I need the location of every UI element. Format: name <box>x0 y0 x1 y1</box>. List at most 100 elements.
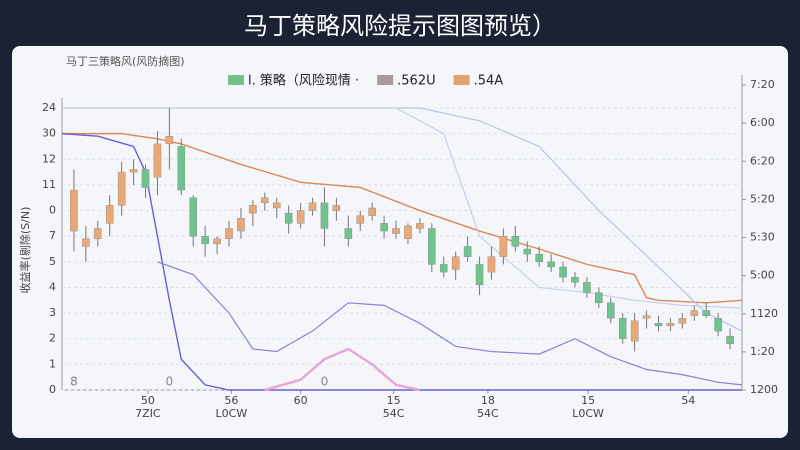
y2-tick-label: 7:20 <box>750 78 775 91</box>
legend-swatch <box>453 75 470 85</box>
legend-swatch <box>228 75 244 85</box>
annotation: 0 <box>321 375 329 389</box>
candle-body <box>595 292 603 304</box>
candle-body <box>225 228 233 239</box>
candle-body <box>714 318 722 332</box>
line-series <box>264 347 421 392</box>
y-tick-label: 24 <box>42 101 56 114</box>
y2-tick-label: 5:00 <box>750 269 775 282</box>
x-tick-sublabel: 54C <box>383 407 405 420</box>
line-series <box>62 107 743 332</box>
candle-body <box>654 323 663 327</box>
candle-body <box>451 256 460 270</box>
candle-body <box>165 135 174 145</box>
candle-body <box>117 171 126 206</box>
y2-tick-label: 6:00 <box>750 116 775 129</box>
candle-body <box>559 266 567 278</box>
candle-body <box>666 323 675 327</box>
y2-tick-label: 1:20 <box>750 345 775 358</box>
y-tick-label: 3 <box>49 306 56 319</box>
y2-tick-label: 5:30 <box>750 231 775 244</box>
y2-tick-label: 6:20 <box>750 154 775 167</box>
candle-body <box>404 225 412 239</box>
candle-body <box>463 246 472 257</box>
candle-body <box>141 169 150 188</box>
annotation: 0 <box>166 375 174 389</box>
x-tick-label: 54 <box>681 394 695 407</box>
x-tick-sublabel: 54C <box>477 407 499 420</box>
candle-body <box>690 310 699 316</box>
candle-body <box>344 228 353 239</box>
x-tick-sublabel: L0CW <box>572 407 604 420</box>
candle-body <box>380 223 388 232</box>
candle-body <box>642 315 651 319</box>
candle-body <box>368 207 376 216</box>
candle-body <box>94 228 102 239</box>
candle-body <box>487 256 496 273</box>
candle-body <box>308 202 317 211</box>
y-tick-label: 7 <box>49 229 56 242</box>
candle-body <box>237 218 245 232</box>
candle-body <box>618 318 627 339</box>
legend-label: .562U <box>397 74 435 89</box>
candle-body <box>606 302 615 319</box>
x-tick-label: 18 <box>481 394 495 407</box>
candle-body <box>129 169 138 173</box>
y-tick-label: 5 <box>49 255 56 268</box>
candle-body <box>428 228 436 265</box>
candle-body <box>320 202 329 229</box>
candle-body <box>726 335 734 345</box>
candle-body <box>356 215 365 224</box>
y-tick-label: 12 <box>42 152 56 165</box>
y2-tick-label: 5:20 <box>750 192 775 205</box>
candle-body <box>272 202 281 209</box>
candle-body <box>332 205 341 211</box>
candle-body <box>678 318 687 324</box>
candle-body <box>583 282 591 293</box>
x-tick-label: 15 <box>581 394 595 407</box>
candle-body <box>296 210 305 224</box>
x-tick-sublabel: 7ZIC <box>135 407 161 420</box>
y-tick-label: 2 <box>49 332 56 345</box>
candle-body <box>416 223 424 229</box>
candle-body <box>523 248 532 255</box>
candle-body <box>475 264 484 286</box>
y-tick-label: 4 <box>49 280 56 293</box>
y-axis-label: 收益率(剔除(S/N) <box>18 207 32 294</box>
annotation: 8 <box>70 375 78 389</box>
candle-body <box>213 238 221 245</box>
x-tick-label: 56 <box>224 394 238 407</box>
candle-body <box>70 189 78 232</box>
line-series <box>157 261 743 386</box>
candle-body <box>177 146 186 191</box>
candle-body <box>630 320 639 342</box>
y2-tick-label: 1120 <box>750 307 778 320</box>
candle-body <box>499 235 508 257</box>
y-tick-label: 0 <box>49 204 56 217</box>
candle-body <box>535 253 543 263</box>
y-tick-label: 1 <box>49 357 56 370</box>
x-tick-label: 60 <box>294 394 308 407</box>
y-tick-label: 11 <box>42 178 56 191</box>
candle-body <box>261 197 269 204</box>
candle-body <box>702 310 710 316</box>
x-tick-label: 50 <box>141 394 155 407</box>
candle-body <box>511 235 520 247</box>
page-title: 马丁策略风险提示图图预览） <box>244 12 556 40</box>
line-series <box>61 132 742 391</box>
y-tick-label: 30 <box>42 127 56 140</box>
candle-body <box>153 143 162 178</box>
legend-swatch <box>377 75 394 85</box>
legend-label: .54A <box>474 74 504 89</box>
candle-body <box>249 205 257 214</box>
candle-body <box>571 277 579 283</box>
chart-card <box>12 46 788 438</box>
candle-body <box>392 228 400 234</box>
x-tick-sublabel: L0CW <box>216 407 248 420</box>
candle-body <box>284 212 293 224</box>
candle-body <box>201 235 209 245</box>
candle-body <box>439 264 448 273</box>
candle-body <box>105 205 114 224</box>
